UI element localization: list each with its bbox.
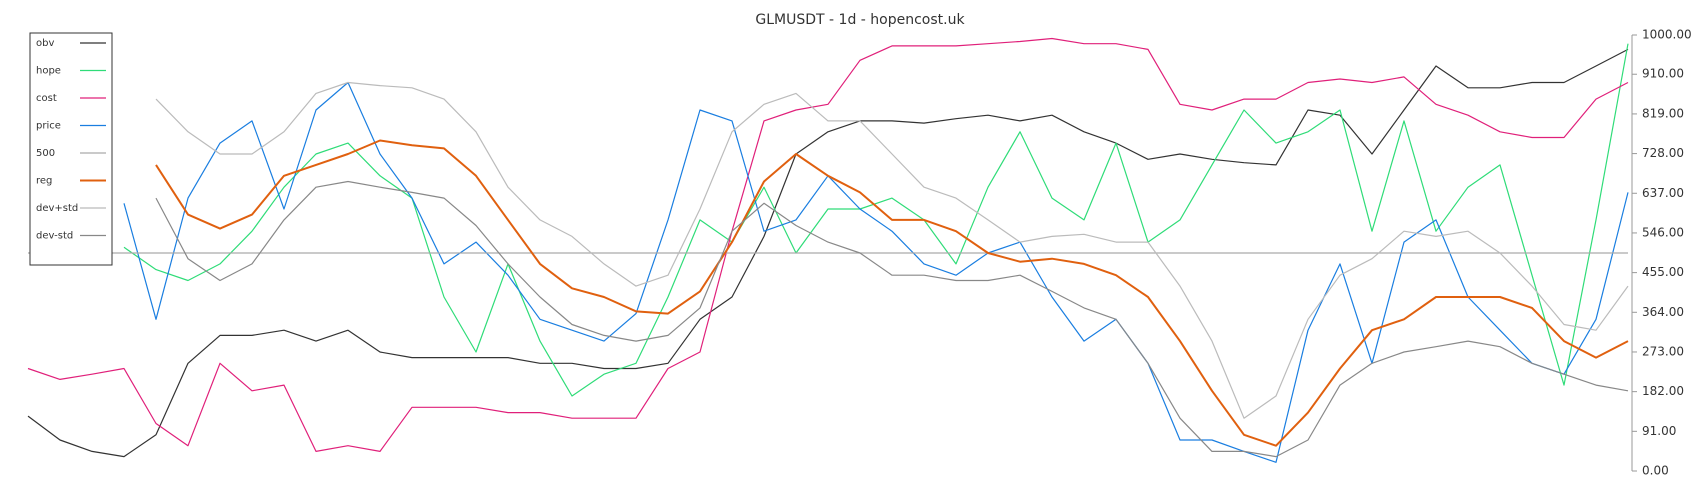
legend-label: dev-std <box>36 231 73 242</box>
legend-label: obv <box>36 38 54 49</box>
series-line <box>27 37 1629 452</box>
legend-label: dev+std <box>36 203 78 214</box>
y-tick-label: 455.00 <box>1642 265 1684 279</box>
series-line <box>123 43 1629 397</box>
chart-title: GLMUSDT - 1d - hopencost.uk <box>755 12 965 28</box>
y-tick-label: 910.00 <box>1642 67 1684 81</box>
y-tick-label: 1000.00 <box>1642 28 1692 42</box>
y-tick-label: 91.00 <box>1642 424 1676 438</box>
series-line <box>123 81 1629 463</box>
legend-box <box>29 32 113 266</box>
series-line <box>27 48 1629 458</box>
y-tick-label: 182.00 <box>1642 384 1684 398</box>
legend-label: price <box>36 121 61 132</box>
y-tick-label: 546.00 <box>1642 225 1684 239</box>
legend-label: hope <box>36 66 61 77</box>
y-tick-label: 364.00 <box>1642 305 1684 319</box>
y-tick-label: 819.00 <box>1642 106 1684 120</box>
series-line <box>155 81 1629 419</box>
y-tick-label: 637.00 <box>1642 186 1684 200</box>
y-tick-label: 728.00 <box>1642 146 1684 160</box>
series-line <box>155 180 1629 458</box>
legend-label: 500 <box>36 148 55 159</box>
legend-label: cost <box>36 93 57 104</box>
series-line <box>155 139 1629 447</box>
legend-label: reg <box>36 176 52 187</box>
y-tick-label: 273.00 <box>1642 344 1684 358</box>
y-tick-label: 0.00 <box>1642 464 1669 478</box>
